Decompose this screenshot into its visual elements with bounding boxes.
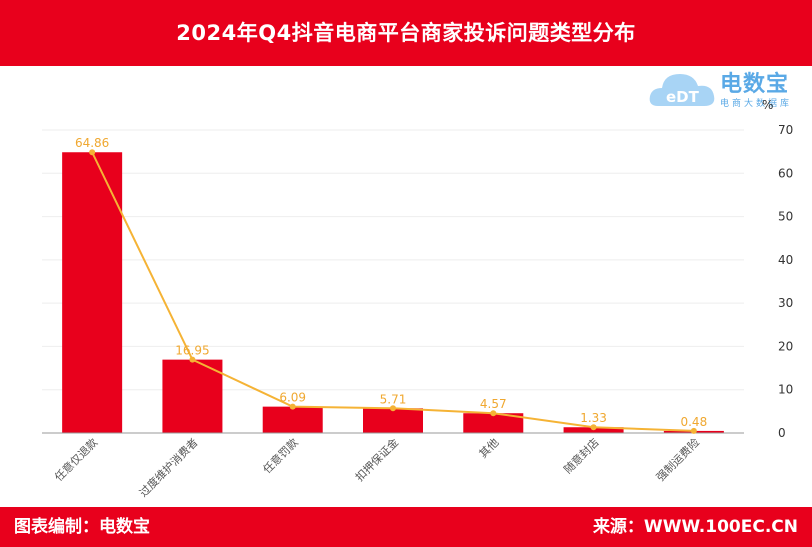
y-tick-label: 30 <box>778 296 793 310</box>
x-tick-label: 过度维护消费者 <box>136 435 200 499</box>
data-label: 5.71 <box>380 392 407 406</box>
x-tick-label: 任意罚款 <box>260 435 301 476</box>
bar <box>463 413 524 433</box>
line-point <box>89 149 96 156</box>
bar <box>262 406 323 433</box>
line-point <box>690 427 697 434</box>
data-label: 0.48 <box>680 415 707 429</box>
brand-logo: eDT 电数宝 电商大数据库 <box>648 64 808 114</box>
x-tick-label: 其他 <box>477 436 502 461</box>
y-axis-unit: % <box>762 98 774 112</box>
y-tick-label: 10 <box>778 383 793 397</box>
x-tick-label: 任意仅退款 <box>51 435 100 484</box>
footer-source: 来源：WWW.100EC.CN <box>592 517 798 537</box>
logo-name: 电数宝 <box>720 72 790 97</box>
y-tick-label: 70 <box>778 123 793 137</box>
footer-credit: 图表编制：电数宝 <box>14 517 150 537</box>
line-point <box>390 405 396 412</box>
y-tick-label: 50 <box>778 210 793 224</box>
line-point <box>189 356 196 363</box>
x-tick-label: 强制运费险 <box>653 435 702 484</box>
line-point <box>490 410 497 417</box>
y-tick-label: 60 <box>778 166 793 180</box>
line-point <box>289 403 296 410</box>
logo-icon-text: eDT <box>666 88 700 106</box>
y-tick-label: 40 <box>778 253 793 267</box>
logo-tagline: 电商大数据库 <box>720 99 793 109</box>
bar <box>363 408 423 433</box>
bar <box>162 359 223 433</box>
x-tick-label: 扣押保证金 <box>352 435 401 484</box>
y-tick-label: 0 <box>778 426 786 440</box>
data-label: 16.95 <box>175 344 209 358</box>
line-point <box>590 424 597 431</box>
y-tick-label: 20 <box>778 339 793 353</box>
chart-title: 2024年Q4抖音电商平台商家投诉问题类型分布 <box>176 21 636 45</box>
bar-line-chart: 0 10 20 30 40 50 60 70 64.86 16.95 6.09 5.71 4.57 1.3… <box>42 123 793 500</box>
x-tick-label: 随意封店 <box>561 435 602 476</box>
data-label: 4.57 <box>480 397 507 411</box>
footer-bar <box>0 507 812 547</box>
data-label: 6.09 <box>279 391 306 405</box>
cloud-edt-logo-icon: eDT <box>649 74 715 106</box>
bar <box>62 152 123 434</box>
data-label: 1.33 <box>580 411 607 425</box>
header-bar <box>0 0 812 66</box>
data-label: 64.86 <box>75 136 109 150</box>
